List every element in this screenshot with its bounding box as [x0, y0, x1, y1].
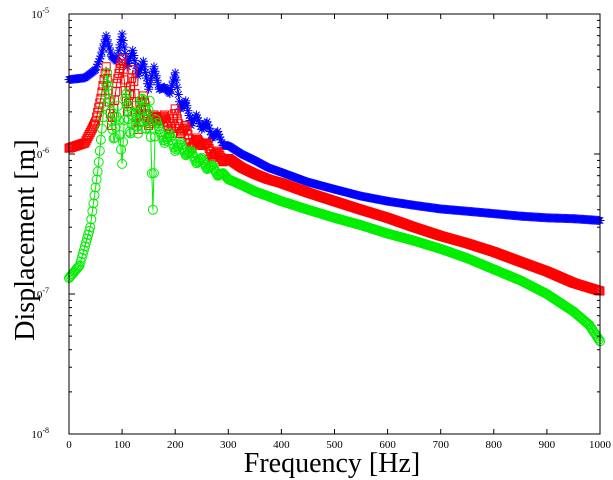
data-point — [163, 130, 174, 141]
x-tick-label: 600 — [379, 439, 396, 451]
data-point — [77, 248, 88, 259]
plot-frame — [68, 13, 601, 435]
x-tick-label: 900 — [539, 439, 556, 451]
data-point — [85, 222, 96, 233]
data-point — [76, 252, 87, 263]
x-tick-label: 400 — [273, 439, 290, 451]
data-point — [108, 133, 119, 144]
x-tick-label: 100 — [114, 439, 131, 451]
x-tick-label: 0 — [66, 439, 72, 451]
series-1 — [64, 54, 605, 296]
data-point — [71, 264, 82, 275]
x-tick-label: 300 — [220, 439, 237, 451]
data-point — [593, 334, 604, 345]
data-point — [72, 262, 83, 273]
series-line — [68, 33, 601, 221]
y-tick-label: 10-5 — [31, 6, 49, 21]
x-tick-label: 500 — [326, 439, 343, 451]
data-point — [75, 256, 86, 267]
series-line — [68, 72, 601, 342]
data-point — [79, 241, 90, 252]
series-layer — [64, 29, 605, 347]
data-point — [87, 206, 98, 217]
data-point — [74, 260, 85, 271]
data-point — [78, 245, 89, 256]
data-point — [197, 155, 208, 166]
data-point — [73, 261, 84, 272]
data-point — [80, 237, 91, 248]
data-point — [116, 59, 126, 69]
x-tick-label: 700 — [432, 439, 449, 451]
data-point — [181, 120, 191, 130]
data-point — [171, 109, 181, 119]
data-point — [186, 146, 197, 157]
data-point — [83, 229, 94, 240]
x-axis-label: Frequency [Hz] — [244, 448, 420, 479]
data-point — [113, 73, 123, 83]
data-point — [196, 152, 207, 163]
data-point — [92, 112, 102, 122]
data-point — [591, 331, 602, 342]
x-tick-label: 800 — [486, 439, 503, 451]
data-point — [84, 226, 95, 237]
data-point — [82, 233, 93, 244]
data-point — [202, 138, 212, 148]
data-point — [91, 117, 101, 127]
series-line — [68, 58, 601, 292]
data-point — [180, 122, 190, 132]
data-point — [90, 182, 101, 193]
series-0 — [64, 29, 605, 225]
y-tick-label: 10-6 — [31, 146, 49, 161]
series-2 — [64, 67, 605, 347]
y-tick-label: 10-8 — [31, 426, 49, 441]
data-point — [115, 63, 125, 73]
data-point — [94, 103, 104, 113]
data-point — [129, 107, 140, 118]
data-point — [128, 101, 139, 112]
data-point — [91, 174, 102, 185]
data-point — [139, 97, 149, 107]
data-point — [92, 166, 103, 177]
data-point — [93, 107, 103, 117]
x-tick-label: 200 — [167, 439, 184, 451]
data-point — [167, 119, 177, 129]
y-axis-label: Displacement [m] — [10, 139, 41, 340]
data-point — [97, 87, 107, 97]
x-tick-label: 1000 — [589, 439, 612, 451]
data-point — [203, 141, 213, 151]
data-point — [88, 198, 99, 209]
data-point — [89, 119, 99, 129]
data-point — [138, 91, 148, 101]
axis-layer: 0 100 200 300 400 500 600 700 800 900 1000 10-8 10-7… — [31, 6, 611, 451]
data-point — [89, 190, 100, 201]
data-point — [592, 332, 603, 343]
data-point — [86, 214, 97, 225]
data-point — [170, 104, 180, 114]
y-tick-label: 10-7 — [31, 286, 49, 301]
data-point — [112, 78, 122, 88]
